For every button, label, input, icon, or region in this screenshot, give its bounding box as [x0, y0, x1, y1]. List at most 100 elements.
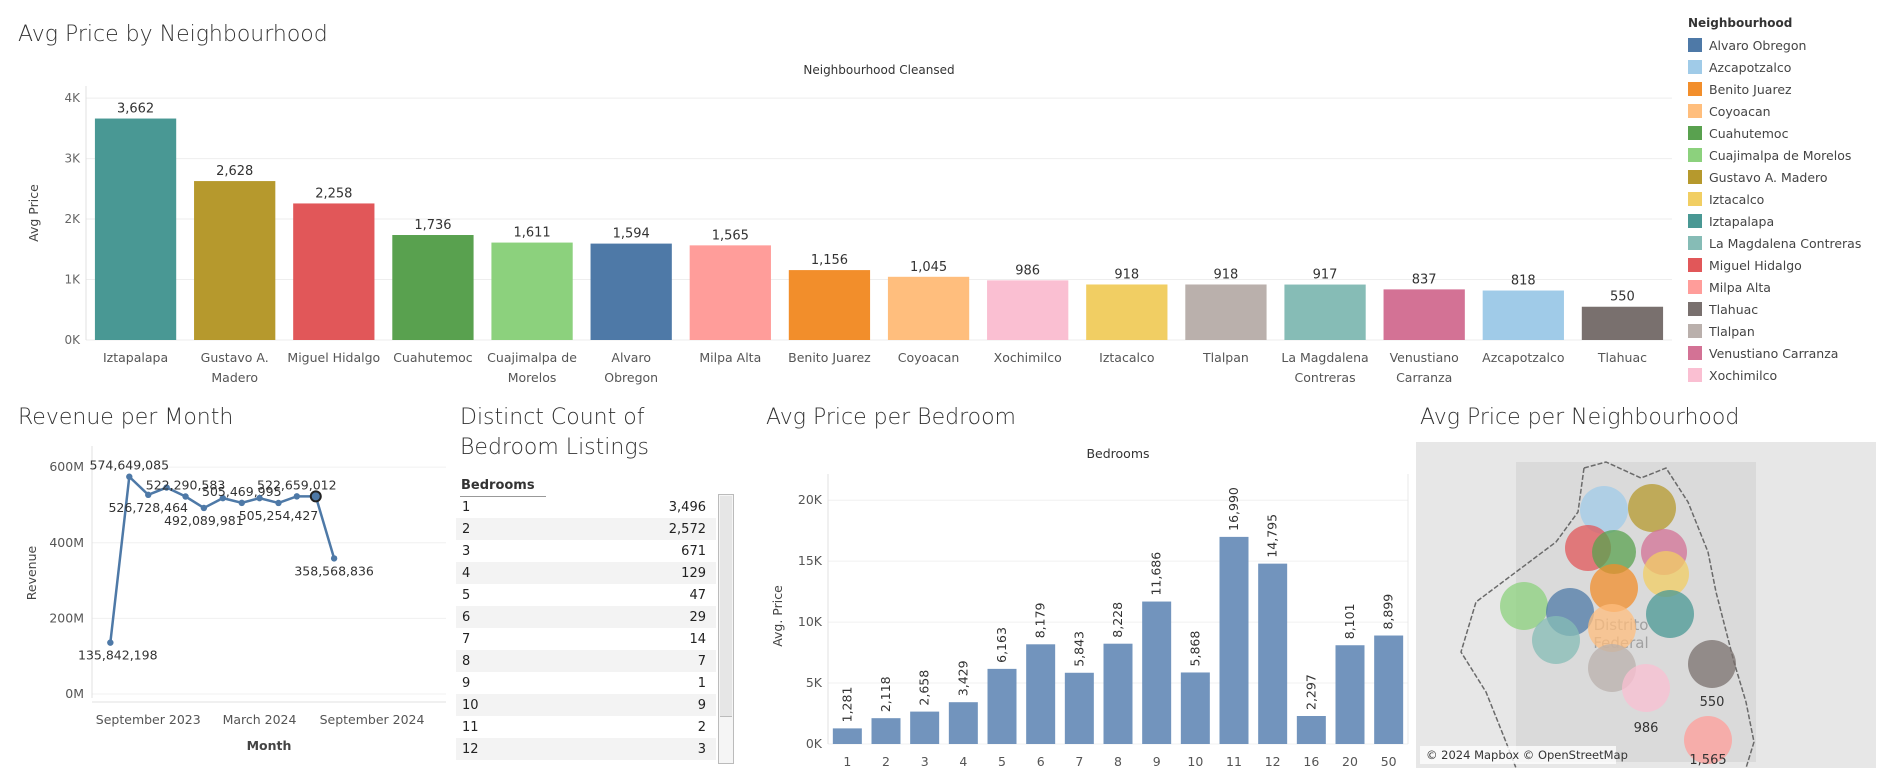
revenue-point[interactable]: [256, 494, 263, 502]
bedroom-bar-10[interactable]: [1180, 672, 1210, 744]
revenue-y-axis-label: Revenue: [24, 545, 39, 600]
neighbourhood-bar-benito-juarez[interactable]: [788, 270, 871, 340]
map-circle-tlahuac[interactable]: [1688, 640, 1736, 688]
legend-item-xochimilco[interactable]: Xochimilco: [1688, 364, 1878, 386]
count-cell: 3,496: [668, 499, 706, 515]
bedroom-bar-1[interactable]: [832, 728, 862, 744]
legend-item-benito-juarez[interactable]: Benito Juarez: [1688, 78, 1878, 100]
neighbourhood-bar-cuahutemoc[interactable]: [392, 235, 474, 340]
table-row[interactable]: 5 47: [456, 584, 716, 606]
neighbourhood-map[interactable]: Distrito Federal 550 986 1,565 © 2024 Ma…: [1416, 442, 1876, 768]
revenue-point[interactable]: [126, 473, 133, 480]
neighbourhood-category-label: Cuahutemoc: [393, 350, 473, 365]
legend-item-iztacalco[interactable]: Iztacalco: [1688, 188, 1878, 210]
neighbourhood-bar-coyoacan[interactable]: [887, 276, 970, 340]
legend-item-cuajimalpa-de-morelos[interactable]: Cuajimalpa de Morelos: [1688, 144, 1878, 166]
bedroom-y-tick-label: 20K: [798, 492, 823, 507]
bedroom-category-label: 4: [959, 754, 967, 769]
bedroom-bar-5[interactable]: [987, 668, 1017, 744]
legend-item-iztapalapa[interactable]: Iztapalapa: [1688, 210, 1878, 232]
table-row[interactable]: 11 2: [456, 716, 716, 738]
neighbourhood-bar-iztapalapa[interactable]: [94, 118, 177, 340]
table-row[interactable]: 6 29: [456, 606, 716, 628]
legend-item-milpa-alta[interactable]: Milpa Alta: [1688, 276, 1878, 298]
legend-label: Tlalpan: [1709, 323, 1755, 339]
bedroom-bar-12[interactable]: [1258, 563, 1288, 744]
revenue-point[interactable]: [107, 639, 114, 646]
bedroom-bar-3[interactable]: [910, 711, 940, 744]
neighbourhood-bar-gustavo-a-madero[interactable]: [194, 181, 276, 340]
neighbourhood-bar-tlahuac[interactable]: [1581, 306, 1664, 340]
revenue-point[interactable]: [238, 499, 245, 507]
neighbourhood-bar-value-label: 918: [1214, 267, 1239, 282]
bedroom-bar-4[interactable]: [948, 702, 978, 744]
revenue-point[interactable]: [182, 493, 189, 500]
bedroom-bar-20[interactable]: [1335, 645, 1365, 744]
bedroom-bar-50[interactable]: [1374, 635, 1404, 744]
map-circle-cuahutemoc[interactable]: [1592, 530, 1636, 574]
map-attribution[interactable]: © 2024 Mapbox © OpenStreetMap: [1426, 748, 1628, 762]
revenue-point[interactable]: [330, 555, 338, 562]
revenue-x-axis-label: Month: [247, 738, 292, 753]
map-circle-la-magdalena-contreras[interactable]: [1532, 616, 1580, 664]
legend-item-azcapotzalco[interactable]: Azcapotzalco: [1688, 56, 1878, 78]
table-row[interactable]: 2 2,572: [456, 518, 716, 540]
scrollbar-thumb[interactable]: [720, 496, 732, 717]
neighbourhood-category-label: Venustiano: [1390, 350, 1459, 365]
attribution-background: [1420, 746, 1616, 764]
table-scrollbar[interactable]: [718, 494, 734, 764]
table-row[interactable]: 1 3,496: [456, 496, 716, 518]
bedroom-bar-9[interactable]: [1142, 601, 1172, 744]
map-circle-benito-juarez[interactable]: [1590, 564, 1638, 612]
table-row[interactable]: 7 14: [456, 628, 716, 650]
map-circle-cuajimalpa[interactable]: [1500, 582, 1548, 630]
map-circle-azcapotzalco[interactable]: [1580, 486, 1628, 534]
bedroom-bar-6[interactable]: [1026, 644, 1056, 744]
neighbourhood-bar-venustiano-carranza[interactable]: [1383, 289, 1465, 340]
legend-item-gustavo-a-madero[interactable]: Gustavo A. Madero: [1688, 166, 1878, 188]
legend-item-tlalpan[interactable]: Tlalpan: [1688, 320, 1878, 342]
table-row[interactable]: 3 671: [456, 540, 716, 562]
bedroom-bar-7[interactable]: [1064, 672, 1094, 744]
legend-item-cuahutemoc[interactable]: Cuahutemoc: [1688, 122, 1878, 144]
legend-item-tlahuac[interactable]: Tlahuac: [1688, 298, 1878, 320]
neighbourhood-bar-iztacalco[interactable]: [1086, 284, 1168, 340]
map-circle-gustavo-a-madero[interactable]: [1628, 484, 1676, 532]
legend-item-la-magdalena-contreras[interactable]: La Magdalena Contreras: [1688, 232, 1878, 254]
table-row[interactable]: 12 3: [456, 738, 716, 760]
legend-item-alvaro-obregon[interactable]: Alvaro Obregon: [1688, 34, 1878, 56]
neighbourhood-bar-tlalpan[interactable]: [1185, 284, 1267, 340]
neighbourhood-bar-alvaro-obregon[interactable]: [590, 243, 672, 340]
legend-item-miguel-hidalgo[interactable]: Miguel Hidalgo: [1688, 254, 1878, 276]
revenue-point[interactable]: [219, 494, 227, 502]
revenue-point-highlighted[interactable]: [309, 490, 322, 503]
neighbourhood-bar-la-magdalena-contreras[interactable]: [1284, 284, 1366, 340]
map-circle-iztapalapa[interactable]: [1646, 590, 1694, 638]
map-circle-iztacalco[interactable]: [1643, 551, 1689, 597]
revenue-point[interactable]: [275, 499, 282, 507]
neighbourhood-bar-value-label: 550: [1610, 290, 1635, 305]
map-circle-xochimilco[interactable]: [1622, 664, 1670, 712]
neighbourhood-bar-cuajimalpa-de-morelos[interactable]: [491, 242, 573, 340]
bedroom-bar-11[interactable]: [1219, 536, 1249, 744]
legend-item-venustiano-carranza[interactable]: Venustiano Carranza: [1688, 342, 1878, 364]
neighbourhood-bar-azcapotzalco[interactable]: [1482, 290, 1564, 340]
bedroom-bar-8[interactable]: [1103, 643, 1133, 744]
bedroom-bar-16[interactable]: [1296, 715, 1326, 744]
revenue-point[interactable]: [293, 493, 301, 500]
table-row[interactable]: 10 9: [456, 694, 716, 716]
neighbourhood-bar-milpa-alta[interactable]: [689, 245, 771, 340]
legend-item-coyoacan[interactable]: Coyoacan: [1688, 100, 1878, 122]
revenue-point[interactable]: [200, 504, 208, 512]
neighbourhood-bar-xochimilco[interactable]: [987, 280, 1069, 340]
map-circle-coyoacan[interactable]: [1588, 604, 1636, 652]
map-circle-milpa-alta[interactable]: [1684, 716, 1732, 764]
revenue-point[interactable]: [163, 484, 170, 491]
neighbourhood-bar-miguel-hidalgo[interactable]: [293, 203, 375, 340]
table-row[interactable]: 4 129: [456, 562, 716, 584]
revenue-point[interactable]: [145, 491, 152, 499]
bedroom-bar-2[interactable]: [871, 718, 901, 744]
revenue-data-label: 505,469,995: [202, 484, 282, 499]
